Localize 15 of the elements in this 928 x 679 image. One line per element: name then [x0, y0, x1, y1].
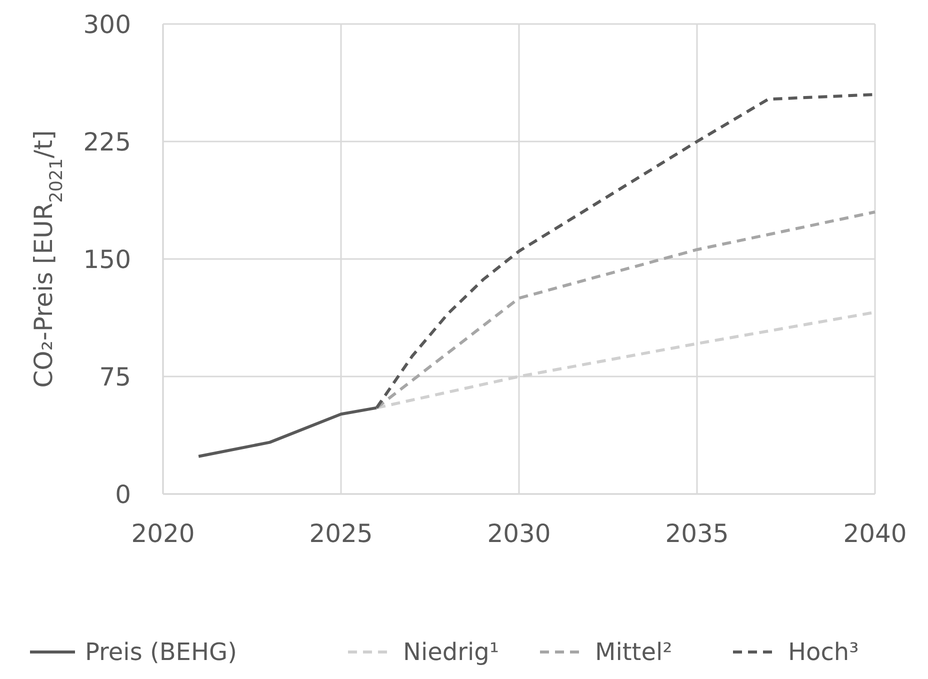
- x-tick-label: 2040: [843, 519, 907, 548]
- x-tick-label: 2035: [665, 519, 729, 548]
- x-tick-label: 2030: [487, 519, 551, 548]
- y-tick-label: 300: [83, 10, 131, 39]
- legend-label: Niedrig¹: [403, 638, 500, 666]
- legend-label: Mittel²: [595, 638, 672, 666]
- x-tick-label: 2020: [131, 519, 195, 548]
- y-tick-label: 225: [83, 127, 131, 156]
- y-tick-label: 75: [99, 362, 131, 392]
- line-series: [375, 210, 876, 410]
- y-tick-label: 0: [115, 480, 131, 509]
- legend-label: Hoch³: [788, 638, 859, 666]
- x-tick-label: 2025: [309, 519, 373, 548]
- y-tick-label: 150: [83, 244, 131, 274]
- legend-label: Preis (BEHG): [85, 638, 237, 666]
